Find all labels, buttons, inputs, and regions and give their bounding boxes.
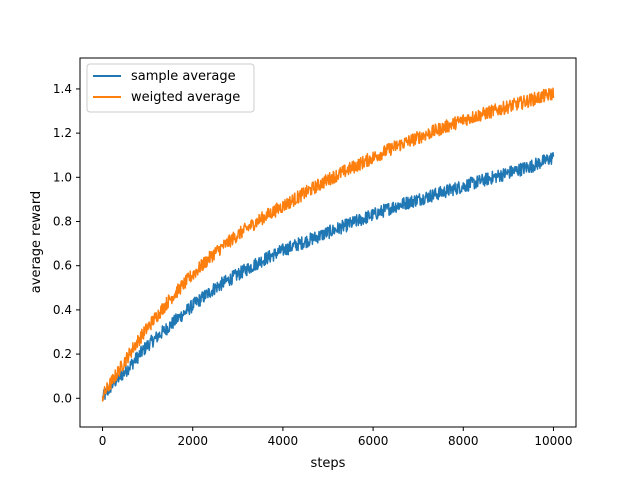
y-tick-label: 1.0: [53, 170, 72, 184]
y-tick-label: 0.8: [53, 215, 72, 229]
axes-frame: [79, 57, 577, 428]
y-tick-label: 0.0: [53, 391, 72, 405]
legend-box: [86, 63, 255, 113]
y-tick-label: 0.2: [53, 347, 72, 361]
x-axis-label: steps: [311, 456, 346, 471]
series-layer: [101, 87, 555, 402]
x-tick-label: 8000: [448, 434, 479, 448]
legend-label-sample-average: sample average: [131, 69, 236, 84]
x-tick-label: 6000: [358, 434, 389, 448]
plot-area: [79, 57, 577, 428]
x-tick-label: 10000: [534, 434, 572, 448]
legend: sample average weigted average: [86, 63, 255, 113]
y-axis-label: average reward: [29, 191, 44, 293]
y-tick-label: 1.4: [53, 82, 72, 96]
y-axis-ticks: 0.0 0.2 0.4 0.6 0.8 1.0 1.2 1.4: [53, 82, 80, 405]
x-tick-label: 4000: [268, 434, 299, 448]
y-tick-label: 0.4: [53, 303, 72, 317]
series-line-sample-average: [101, 151, 555, 402]
y-tick-label: 1.2: [53, 126, 72, 140]
y-tick-label: 0.6: [53, 259, 72, 273]
x-tick-label: 0: [99, 434, 107, 448]
x-axis-ticks: 0 2000 4000 6000 8000 10000: [99, 427, 573, 448]
series-line-weigted-average: [101, 87, 555, 402]
legend-label-weigted-average: weigted average: [131, 90, 240, 105]
x-tick-label: 2000: [177, 434, 208, 448]
